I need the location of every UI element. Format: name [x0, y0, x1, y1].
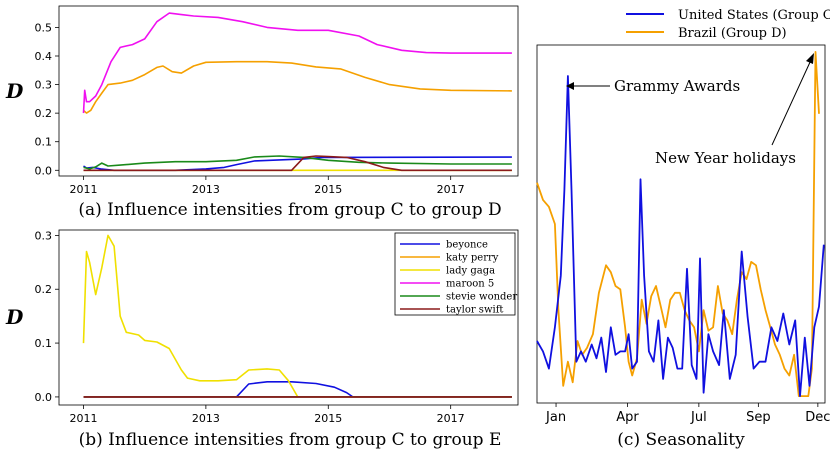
panel-b-series-lady-gaga [82, 234, 512, 398]
panel-b-xtick-label-2011: 2011 [69, 412, 97, 425]
panel-c-legend: United States (Group C) Brazil (Group D) [626, 8, 830, 41]
panel-a-ytick-label-0-5: 0.5 [35, 21, 53, 34]
panel-c-frame [536, 44, 826, 404]
panel-c-xtick-label-apr: Apr [616, 410, 639, 425]
panel-a-series-taylor-swift [83, 155, 512, 172]
panel-a-ytick-label-0-2: 0.2 [35, 107, 53, 120]
panel-a-frame [58, 5, 519, 177]
panel-c-series-brazil-group-d [536, 51, 820, 398]
panel-a-series-stevie-wonder [83, 155, 512, 170]
legend-label-lady-gaga: lady gaga [446, 266, 495, 277]
panel-b-ytick-label-0-3: 0.3 [35, 229, 53, 242]
panel-a-ytick-label-0-3: 0.3 [35, 79, 53, 92]
legend-label-beyonce: beyonce [446, 240, 488, 251]
annotation-new-year-text: New Year holidays [655, 149, 796, 167]
panel-c: United States (Group C) Brazil (Group D)… [536, 8, 830, 450]
annotation-new-year: New Year holidays [655, 53, 814, 167]
panel-a-caption: (a) Influence intensities from group C t… [78, 200, 501, 220]
panel-b-xtick-label-2015: 2015 [314, 412, 342, 425]
panel-a-series-beyonce [83, 156, 512, 172]
legend-label-taylor-swift: taylor swift [446, 305, 503, 316]
panel-b-ytick-label-0-1: 0.1 [35, 337, 53, 350]
panel-c-caption: (c) Seasonality [617, 430, 745, 450]
panel-c-series-united-states-group-c [536, 75, 825, 398]
panel-a-ylabel: D [5, 79, 24, 103]
panel-a-ytick-label-0-1: 0.1 [35, 136, 53, 149]
panel-b-legend-box [394, 232, 516, 316]
annotation-new-year-arrowhead [806, 53, 814, 64]
panel-a-ytick-label-0-0: 0.0 [35, 164, 53, 177]
panel-b-series-beyonce [83, 380, 512, 398]
panel-b: 2011 2013 2015 2017 0.0 0.1 0.2 0.3 D (b) Influ… [5, 229, 519, 450]
panel-b-ytick-label-0-0: 0.0 [35, 391, 53, 404]
panel-a: 2011 2013 2015 2017 0.0 0.1 0.2 0.3 0.4 0.5 D (a)… [5, 5, 519, 220]
panel-a-series-katy-perry [82, 60, 512, 114]
legend-label-stevie-wonder: stevie wonder [446, 292, 517, 303]
panel-c-xtick-label-sep: Sep [746, 410, 771, 425]
panel-b-caption: (b) Influence intensities from group C t… [79, 430, 502, 450]
annotation-new-year-arrow [771, 59, 812, 146]
panel-a-xtick-label-2011: 2011 [69, 183, 97, 196]
annotation-grammy-text: Grammy Awards [614, 77, 740, 95]
panel-b-frame [58, 229, 519, 406]
legend-label-maroon-5: maroon 5 [446, 279, 494, 290]
panel-a-xtick-label-2017: 2017 [437, 183, 465, 196]
panel-b-xtick-label-2013: 2013 [192, 412, 220, 425]
panel-a-ytick-label-0-4: 0.4 [35, 50, 53, 63]
panel-b-legend: beyonce katy perry lady gaga maroon 5 stevie… [394, 232, 517, 316]
panel-a-series-maroon-5 [82, 12, 512, 114]
panel-c-xtick-label-jan: Jan [545, 410, 566, 425]
panel-b-xtick-label-2017: 2017 [437, 412, 465, 425]
legend-label-united-states: United States (Group C) [678, 8, 830, 23]
panel-b-ylabel: D [5, 305, 24, 329]
annotation-grammy: Grammy Awards [566, 77, 740, 95]
panel-c-xtick-label-dec: Dec [805, 410, 830, 425]
annotation-grammy-arrowhead [566, 82, 574, 90]
legend-label-brazil: Brazil (Group D) [678, 26, 787, 41]
legend-label-katy-perry: katy perry [446, 253, 499, 264]
panel-c-xtick-label-jul: Jul [690, 410, 707, 425]
panel-a-xtick-label-2013: 2013 [192, 183, 220, 196]
panel-b-ytick-label-0-2: 0.2 [35, 283, 53, 296]
panel-a-xtick-label-2015: 2015 [314, 183, 342, 196]
